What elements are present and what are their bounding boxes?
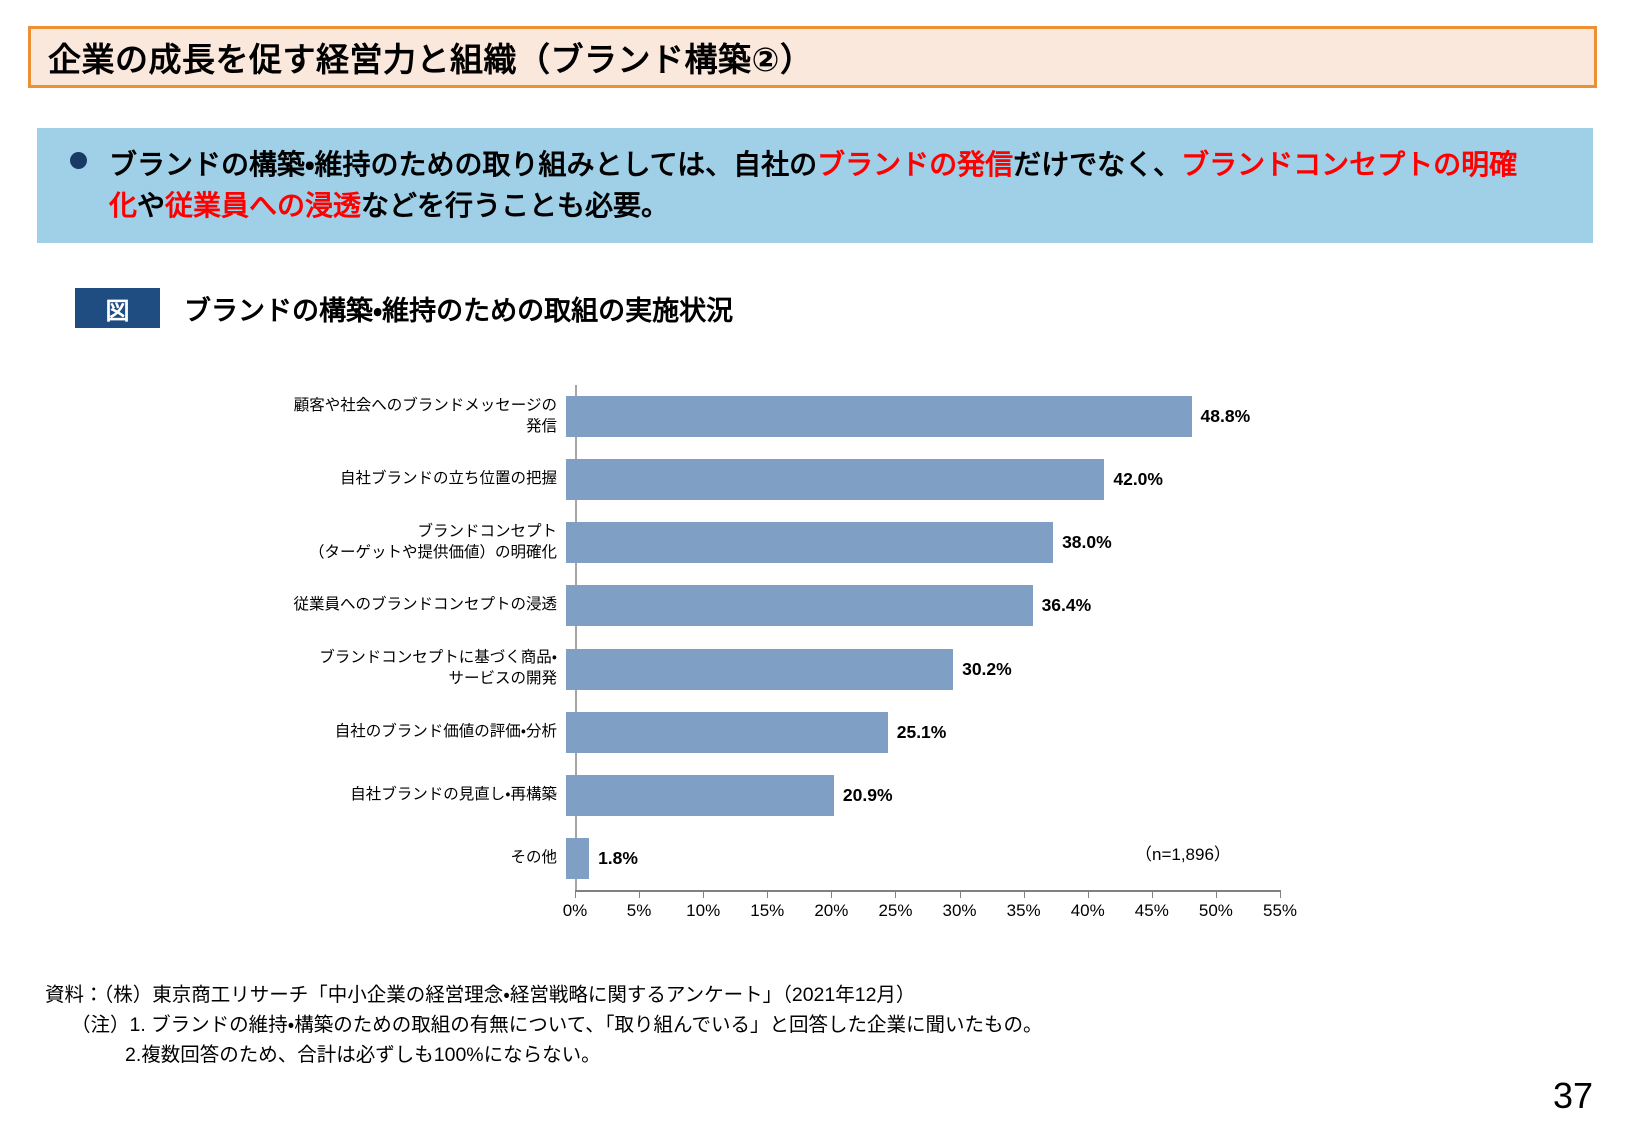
x-axis-tick-label: 5%	[626, 901, 652, 920]
x-axis-tick	[959, 890, 961, 898]
bar	[566, 396, 1192, 438]
x-axis-tick	[831, 890, 833, 898]
bar-track: 20.9%	[566, 764, 1280, 827]
bar	[566, 459, 1105, 501]
bar	[566, 711, 888, 753]
sample-size-annotation: （n=1,896）	[1135, 845, 1231, 864]
footnote-note-1: （注）1. ブランドの維持・構築のための取組の有無について、「取り組んでいる」と…	[71, 1014, 1043, 1037]
bar-value-label: 20.9%	[842, 784, 893, 805]
bar	[566, 648, 954, 690]
bar-track: 38.0%	[566, 511, 1280, 574]
bar-track: 1.8%	[566, 827, 1280, 890]
footnotes: 資料：（株）東京商工リサーチ「中小企業の経営理念・経営戦略に関するアンケート」（…	[45, 980, 1043, 1071]
x-axis-line	[575, 890, 1280, 892]
callout-segment-0: ブランドの構築・維持のための取り組みとしては、自社の	[109, 148, 818, 180]
bar-value-label: 42.0%	[1113, 469, 1163, 490]
chart-bar-row: 自社ブランドの見直し・再構築 20.9%	[290, 764, 1280, 827]
x-axis-tick	[1280, 890, 1281, 898]
bar-track: 25.1%	[566, 701, 1280, 764]
callout-emphasis-3: ブランドコンセプトの明確化	[109, 148, 1518, 221]
bar-category-label: その他	[510, 848, 557, 866]
bar-track: 30.2%	[566, 638, 1280, 701]
x-axis-tick-label: 35%	[1006, 901, 1041, 920]
x-axis-tick	[639, 890, 641, 898]
figure-title: ブランドの構築・維持のための取組の実施状況	[184, 295, 734, 326]
x-axis-tick	[1151, 890, 1153, 898]
callout-emphasis-5: 従業員への浸透	[165, 189, 362, 221]
bar	[566, 837, 590, 879]
bar-value-label: 36.4%	[1041, 595, 1092, 616]
bar-track: 36.4%	[566, 574, 1280, 637]
slide-title-bar: 企業の成長を促す経営力と組織（ブランド構築②）	[28, 26, 1597, 88]
chart-bar-row: ブランドコンセプト （ターゲットや提供価値）の明確化 38.0%	[290, 511, 1280, 574]
x-axis-tick	[703, 890, 705, 898]
x-axis-tick	[575, 890, 576, 898]
summary-callout-box: ブランドの構築・維持のための取り組みとしては、自社のブランドの発信だけでなく、ブ…	[37, 128, 1593, 243]
bar-category-label: 自社ブランドの見直し・再構築	[350, 785, 557, 803]
bar-chart: 顧客や社会へのブランドメッセージの発信 48.8% 自社ブランドの立ち位置の把握 42…	[290, 385, 1297, 930]
chart-bar-row: 顧客や社会へのブランドメッセージの発信 48.8%	[290, 385, 1280, 448]
x-axis-tick-label: 10%	[686, 901, 721, 920]
callout-segment-2: だけでなく、	[1013, 148, 1182, 180]
x-axis-tick	[1215, 890, 1217, 898]
bar-value-label: 25.1%	[896, 721, 947, 742]
page-title: 企業の成長を促す経営力と組織（ブランド構築②）	[48, 41, 814, 78]
footnote-note-2: 2.複数回答のため、合計は必ずしも100%にならない。	[125, 1044, 601, 1067]
x-axis-tick-label: 50%	[1198, 901, 1233, 920]
x-axis-tick-label: 30%	[942, 901, 977, 920]
x-axis-tick-label: 45%	[1134, 901, 1169, 920]
figure-heading: 図 ブランドの構築・維持のための取組の実施状況	[75, 288, 733, 328]
x-axis-tick-label: 25%	[878, 901, 913, 920]
x-axis-tick	[1087, 890, 1089, 898]
page-number: 37	[1552, 1075, 1593, 1116]
bar-category-label: 顧客や社会へのブランドメッセージの発信	[293, 396, 557, 435]
callout-emphasis-1: ブランドの発信	[817, 148, 1014, 180]
chart-bar-row: 自社ブランドの立ち位置の把握 42.0%	[290, 448, 1280, 511]
bar-category-label: ブランドコンセプト （ターゲットや提供価値）の明確化	[308, 522, 557, 561]
x-axis-tick	[767, 890, 769, 898]
bar-category-label: 従業員へのブランドコンセプトの浸透	[293, 596, 557, 614]
bar	[566, 774, 834, 816]
callout-segment-4: や	[137, 189, 166, 221]
bar-value-label: 30.2%	[962, 658, 1012, 679]
footnote-source: 資料：（株）東京商工リサーチ「中小企業の経営理念・経営戦略に関するアンケート」（…	[45, 984, 916, 1006]
x-axis-tick-label: 40%	[1070, 901, 1105, 920]
bar-category-label: 自社のブランド価値の評価・分析	[334, 722, 557, 740]
x-axis-tick	[1023, 890, 1025, 898]
bar-track: 48.8%	[566, 385, 1280, 448]
chart-bar-row: 従業員へのブランドコンセプトの浸透 36.4%	[290, 574, 1280, 637]
x-axis-tick	[895, 890, 897, 898]
bullet-dot-icon	[70, 152, 87, 169]
chart-bar-row: その他 1.8%	[290, 827, 1280, 890]
x-axis-tick-label: 15%	[750, 901, 785, 920]
bar-category-label: 自社ブランドの立ち位置の把握	[339, 470, 557, 488]
bar-track: 42.0%	[566, 448, 1280, 511]
x-axis-tick-label: 0%	[562, 901, 588, 920]
figure-badge: 図	[75, 288, 160, 328]
callout-text: ブランドの構築・維持のための取り組みとしては、自社のブランドの発信だけでなく、ブ…	[109, 145, 1529, 226]
chart-plot-area: 顧客や社会へのブランドメッセージの発信 48.8% 自社ブランドの立ち位置の把握 42…	[290, 385, 1280, 890]
bar-category-label: ブランドコンセプトに基づく商品・ サービスの開発	[319, 649, 557, 688]
x-axis-tick-label: 55%	[1262, 901, 1298, 920]
bar-value-label: 48.8%	[1200, 406, 1251, 427]
bar-value-label: 1.8%	[598, 847, 638, 868]
bar-value-label: 38.0%	[1062, 532, 1112, 553]
chart-bar-row: ブランドコンセプトに基づく商品・ サービスの開発 30.2%	[290, 638, 1280, 701]
callout-segment-6: などを行うことも必要。	[361, 189, 670, 221]
bar	[566, 585, 1033, 627]
chart-bar-row: 自社のブランド価値の評価・分析 25.1%	[290, 701, 1280, 764]
x-axis-tick-label: 20%	[814, 901, 849, 920]
y-axis-line	[575, 385, 577, 890]
bar	[566, 522, 1054, 564]
